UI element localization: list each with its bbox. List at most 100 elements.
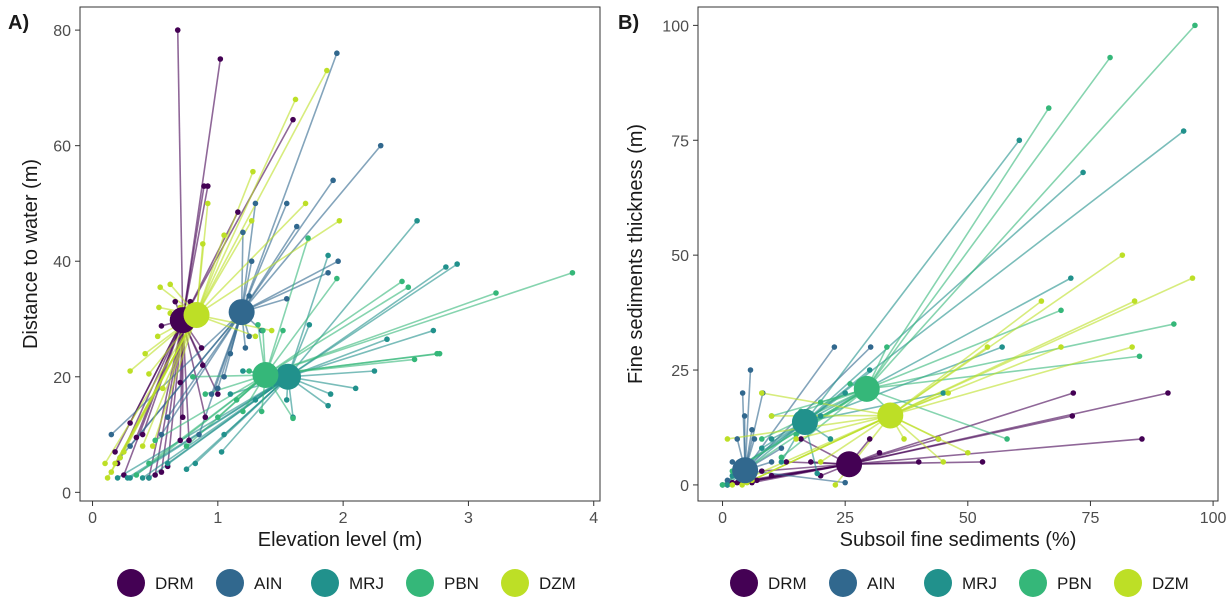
point-dzm xyxy=(104,475,111,481)
x-tick-label: 0 xyxy=(88,510,97,527)
point-dzm xyxy=(768,413,775,419)
y-axis-title-a: Distance to water (m) xyxy=(20,159,42,349)
segment-ain xyxy=(241,260,339,313)
point-ain xyxy=(729,459,736,465)
x-axis-title-b: Subsoil fine sediments (%) xyxy=(840,529,1077,551)
legend-key-ain xyxy=(829,569,857,597)
plot-area-a xyxy=(79,6,601,502)
panel-label-b: B) xyxy=(618,12,639,34)
x-tick-label: 25 xyxy=(836,510,854,527)
point-pbn xyxy=(202,391,209,397)
legend-key-drm xyxy=(730,569,758,597)
centroid-mrj xyxy=(791,408,818,435)
legend-label-ain: AIN xyxy=(867,574,895,593)
point-ain xyxy=(283,200,290,207)
point-dzm xyxy=(250,168,256,175)
point-drm xyxy=(179,414,186,421)
point-pbn xyxy=(146,460,152,467)
segment-mrj xyxy=(287,220,418,378)
point-pbn xyxy=(1171,321,1177,327)
legend-key-drm xyxy=(117,569,145,597)
point-dzm xyxy=(205,200,211,207)
point-dzm xyxy=(1189,275,1196,281)
segment-ain xyxy=(240,179,334,313)
centroids-a xyxy=(169,299,301,390)
segment-dzm xyxy=(761,392,891,417)
point-mrj xyxy=(146,475,152,481)
segment-drm xyxy=(848,415,1073,466)
point-ain xyxy=(749,426,755,433)
point-mrj xyxy=(371,368,378,374)
segment-mrj xyxy=(804,139,1020,423)
point-mrj xyxy=(827,436,834,442)
point-dzm xyxy=(935,436,942,442)
point-mrj xyxy=(325,252,331,259)
point-dzm xyxy=(157,284,163,291)
point-dzm xyxy=(1038,298,1045,304)
segment-dzm xyxy=(195,234,225,316)
point-mrj xyxy=(778,459,785,465)
point-drm xyxy=(235,209,241,215)
y-tick-label: 60 xyxy=(53,139,71,156)
segment-dzm xyxy=(195,220,253,316)
point-drm xyxy=(139,431,146,438)
point-ain xyxy=(330,177,336,184)
point-dzm xyxy=(108,469,115,475)
point-dzm xyxy=(1131,298,1138,304)
x-tick-label: 4 xyxy=(589,510,598,527)
point-ain xyxy=(240,229,246,236)
point-ain xyxy=(164,414,171,421)
point-mrj xyxy=(414,217,420,224)
legend-key-dzm xyxy=(501,569,529,597)
plot-area-b xyxy=(697,6,1219,502)
point-pbn xyxy=(334,275,340,282)
legend-label-drm: DRM xyxy=(155,574,194,593)
x-tick-label: 3 xyxy=(464,510,473,527)
point-drm xyxy=(783,459,790,465)
point-pbn xyxy=(1107,54,1113,61)
point-ain xyxy=(246,333,252,340)
x-tick-label: 100 xyxy=(1200,510,1227,527)
segment-mrj xyxy=(804,392,944,423)
point-dzm xyxy=(159,385,166,392)
legend-key-mrj xyxy=(311,569,339,597)
point-dzm xyxy=(1119,252,1126,258)
segment-dzm xyxy=(196,220,340,316)
point-ain xyxy=(377,142,384,149)
point-drm xyxy=(177,437,184,444)
point-mrj xyxy=(940,390,947,396)
segment-mrj xyxy=(804,130,1185,423)
x-tick-label: 1 xyxy=(213,510,222,527)
point-drm xyxy=(876,449,883,456)
segment-dzm xyxy=(889,346,988,417)
point-pbn xyxy=(434,350,440,357)
point-ain xyxy=(127,443,133,449)
y-tick-label: 0 xyxy=(62,485,71,502)
segment-dzm xyxy=(889,300,1135,417)
legend-b: DRM AIN MRJ PBN DZM xyxy=(730,569,1189,597)
point-ain xyxy=(867,344,874,350)
point-mrj xyxy=(327,391,334,397)
segment-ain xyxy=(241,145,382,313)
x-tick-label: 50 xyxy=(959,510,977,527)
segment-pbn xyxy=(780,388,868,458)
point-dzm xyxy=(167,281,174,288)
point-ain xyxy=(242,345,249,351)
point-mrj xyxy=(768,436,775,442)
point-pbn xyxy=(258,408,265,415)
point-dzm xyxy=(945,390,951,396)
segment-mrj xyxy=(804,171,1084,423)
point-pbn xyxy=(189,373,196,380)
segment-dzm xyxy=(890,346,1133,417)
point-drm xyxy=(1069,413,1076,419)
segment-pbn xyxy=(866,309,1062,390)
point-ain xyxy=(842,479,848,486)
point-ain xyxy=(283,295,290,302)
point-ain xyxy=(158,431,165,438)
centroid-drm xyxy=(836,451,863,478)
segment-pbn xyxy=(866,57,1111,390)
segment-drm xyxy=(181,185,205,321)
point-drm xyxy=(979,459,986,465)
point-pbn xyxy=(305,235,311,241)
